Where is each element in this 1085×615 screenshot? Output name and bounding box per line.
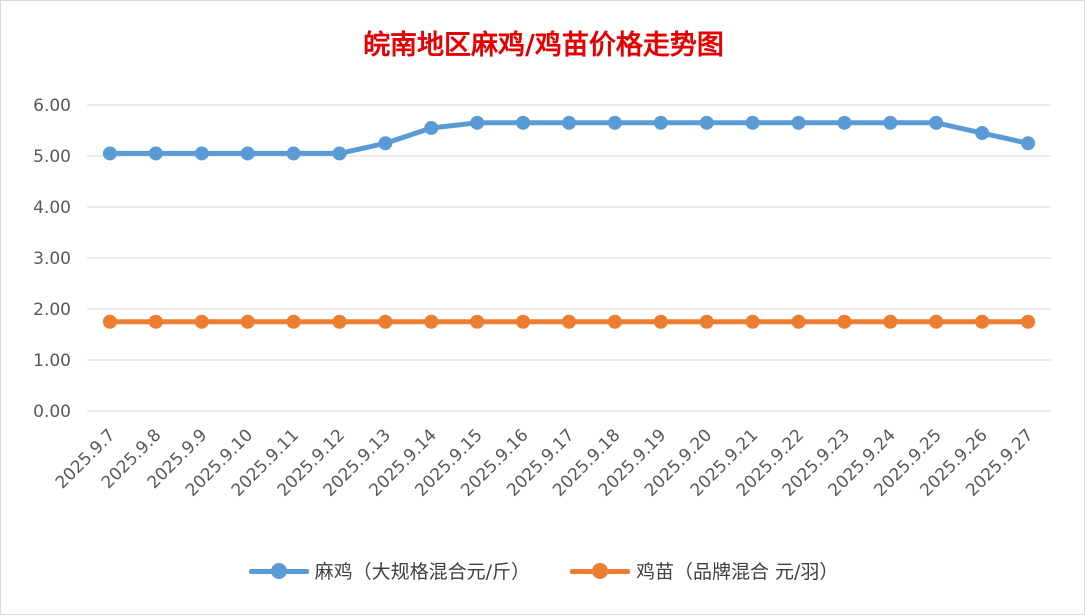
data-point-series-0 [286,146,301,161]
data-point-series-0 [470,115,485,130]
data-point-series-1 [516,314,531,329]
data-point-series-1 [1021,314,1036,329]
data-point-series-1 [102,314,117,329]
gridlines [87,104,1051,412]
data-point-series-0 [424,120,439,135]
data-point-series-1 [240,314,255,329]
legend-swatch-series-0 [248,561,309,581]
data-point-series-0 [975,126,990,141]
data-point-series-0 [332,146,347,161]
y-tick-label: 1.00 [33,351,71,371]
data-point-series-0 [240,146,255,161]
data-point-series-1 [929,314,944,329]
data-point-series-0 [194,146,209,161]
data-point-series-0 [837,115,852,130]
data-point-series-0 [516,115,531,130]
y-tick-label: 5.00 [33,147,71,167]
legend: 麻鸡（大规格混合元/斤） 鸡苗（品牌混合 元/羽） [1,557,1085,584]
data-point-series-1 [607,314,622,329]
chart-title: 皖南地区麻鸡/鸡苗价格走势图 [363,30,724,61]
data-point-series-1 [378,314,393,329]
data-point-series-0 [883,115,898,130]
data-point-series-1 [562,314,576,329]
data-point-series-1 [699,314,714,329]
line-chart: 0.00 1.00 2.00 3.00 4.00 5.00 6.00 2025.9.7202… [33,96,1051,501]
x-axis-ticks: 2025.9.72025.9.82025.9.92025.9.102025.9.… [52,425,1038,500]
y-tick-label: 0.00 [33,402,71,422]
legend-item-series-1: 鸡苗（品牌混合 元/羽） [569,557,839,584]
data-point-series-0 [378,136,393,151]
y-tick-label: 4.00 [33,198,71,218]
legend-label-series-1: 鸡苗（品牌混合 元/羽） [635,561,839,583]
data-point-series-1 [653,314,668,329]
y-tick-label: 6.00 [33,96,71,116]
data-point-series-1 [791,314,806,329]
legend-swatch-series-1 [569,561,630,581]
data-point-series-0 [699,115,714,130]
data-point-series-0 [745,115,760,130]
y-tick-label: 3.00 [33,249,71,269]
data-point-series-0 [562,115,576,130]
data-point-series-1 [883,314,898,329]
data-point-series-1 [194,314,209,329]
data-point-series-0 [791,115,806,130]
legend-label-series-0: 麻鸡（大规格混合元/斤） [314,561,530,583]
data-point-series-0 [1021,136,1036,151]
data-point-series-0 [929,115,944,130]
legend-item-series-0: 麻鸡（大规格混合元/斤） [248,557,530,584]
series-points [102,115,1036,329]
y-tick-label: 2.00 [33,300,71,320]
data-point-series-1 [975,314,990,329]
data-point-series-0 [607,115,622,130]
data-point-series-1 [332,314,347,329]
data-point-series-0 [102,146,117,161]
data-point-series-1 [837,314,852,329]
y-axis-ticks: 0.00 1.00 2.00 3.00 4.00 5.00 6.00 [33,96,71,422]
data-point-series-1 [148,314,163,329]
data-point-series-1 [424,314,439,329]
data-point-series-1 [286,314,301,329]
data-point-series-1 [470,314,485,329]
data-point-series-0 [148,146,163,161]
data-point-series-1 [745,314,760,329]
data-point-series-0 [653,115,668,130]
